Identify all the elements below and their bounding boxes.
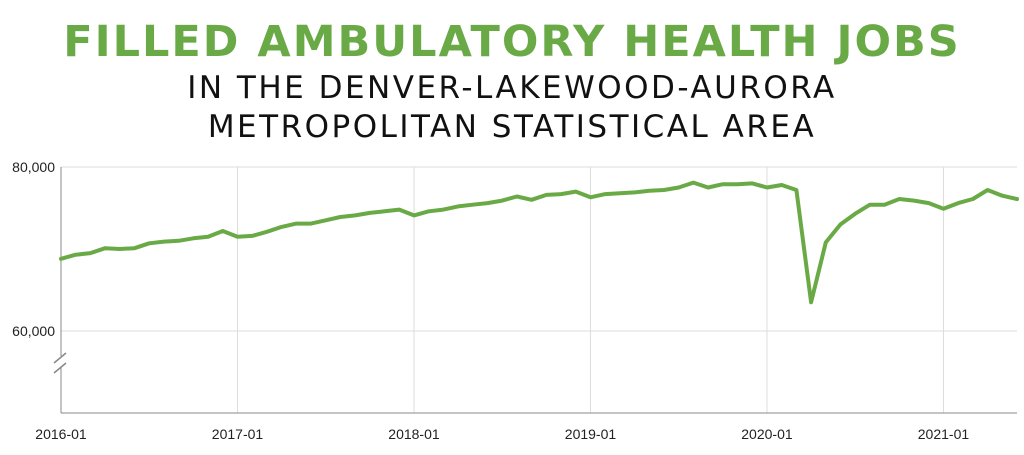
data-point xyxy=(500,199,504,203)
data-point xyxy=(324,218,328,222)
data-point xyxy=(839,222,843,226)
data-point xyxy=(74,253,78,257)
x-tick-label: 2017-01 xyxy=(212,426,264,442)
data-point xyxy=(1000,194,1004,198)
chart-title: FILLED AMBULATORY HEALTH JOBS xyxy=(63,17,961,67)
data-point xyxy=(133,246,137,250)
data-point xyxy=(794,188,798,192)
series-line xyxy=(59,180,1019,305)
data-point xyxy=(235,235,239,239)
data-point xyxy=(1015,197,1019,201)
data-point xyxy=(897,197,901,201)
data-point xyxy=(647,189,651,193)
data-point xyxy=(765,186,769,190)
data-point xyxy=(824,240,828,244)
data-point xyxy=(603,192,607,196)
data-point xyxy=(780,183,784,187)
x-tick-label: 2018-01 xyxy=(388,426,440,442)
data-point xyxy=(412,213,416,217)
data-point xyxy=(177,239,181,243)
data-point xyxy=(147,241,151,245)
data-point xyxy=(338,215,342,219)
y-axis-break-mark xyxy=(53,362,67,374)
x-tick-label: 2021-01 xyxy=(918,426,970,442)
data-point xyxy=(559,192,563,196)
data-point xyxy=(265,230,269,234)
data-point xyxy=(883,203,887,207)
data-point xyxy=(191,236,195,240)
data-point xyxy=(88,251,92,255)
data-point xyxy=(515,195,519,199)
data-point xyxy=(941,207,945,211)
data-point xyxy=(471,203,475,207)
data-point xyxy=(383,209,387,213)
data-point xyxy=(368,211,372,215)
data-point xyxy=(721,182,725,186)
data-point xyxy=(750,181,754,185)
data-point xyxy=(986,188,990,192)
data-point xyxy=(309,222,313,226)
y-axis-break-mark xyxy=(53,352,67,364)
data-point xyxy=(206,235,210,239)
data-point xyxy=(691,181,695,185)
data-point xyxy=(118,247,122,251)
data-point xyxy=(456,204,460,208)
data-point xyxy=(736,182,740,186)
data-point xyxy=(397,208,401,212)
x-tick-label: 2019-01 xyxy=(565,426,617,442)
data-point xyxy=(221,229,225,233)
data-point xyxy=(574,190,578,194)
data-point xyxy=(250,234,254,238)
data-point xyxy=(544,193,548,197)
data-point xyxy=(530,198,534,202)
y-axis-break-gap xyxy=(53,356,69,368)
y-tick-label: 60,000 xyxy=(12,323,55,339)
data-point xyxy=(103,246,107,250)
data-point xyxy=(59,257,63,261)
y-tick-label: 80,000 xyxy=(12,159,55,175)
data-point xyxy=(618,191,622,195)
data-point xyxy=(427,209,431,213)
data-point xyxy=(912,199,916,203)
data-point xyxy=(677,186,681,190)
data-point xyxy=(353,213,357,217)
data-point xyxy=(927,201,931,205)
data-point xyxy=(662,188,666,192)
chart-subtitle-line-2: METROPOLITAN STATISTICAL AREA xyxy=(207,109,817,145)
data-point xyxy=(809,300,813,304)
x-tick-label: 2020-01 xyxy=(741,426,793,442)
data-point xyxy=(971,197,975,201)
x-tick-label: 2016-01 xyxy=(35,426,87,442)
data-point xyxy=(162,240,166,244)
data-point xyxy=(588,195,592,199)
data-point xyxy=(853,212,857,216)
data-point xyxy=(706,186,710,190)
data-point xyxy=(294,222,298,226)
data-point xyxy=(280,225,284,229)
data-point xyxy=(956,201,960,205)
chart-subtitle-line-1: IN THE DENVER-LAKEWOOD-AURORA xyxy=(187,70,837,106)
data-point xyxy=(486,201,490,205)
data-point xyxy=(633,190,637,194)
data-point xyxy=(441,208,445,212)
data-point xyxy=(868,203,872,207)
